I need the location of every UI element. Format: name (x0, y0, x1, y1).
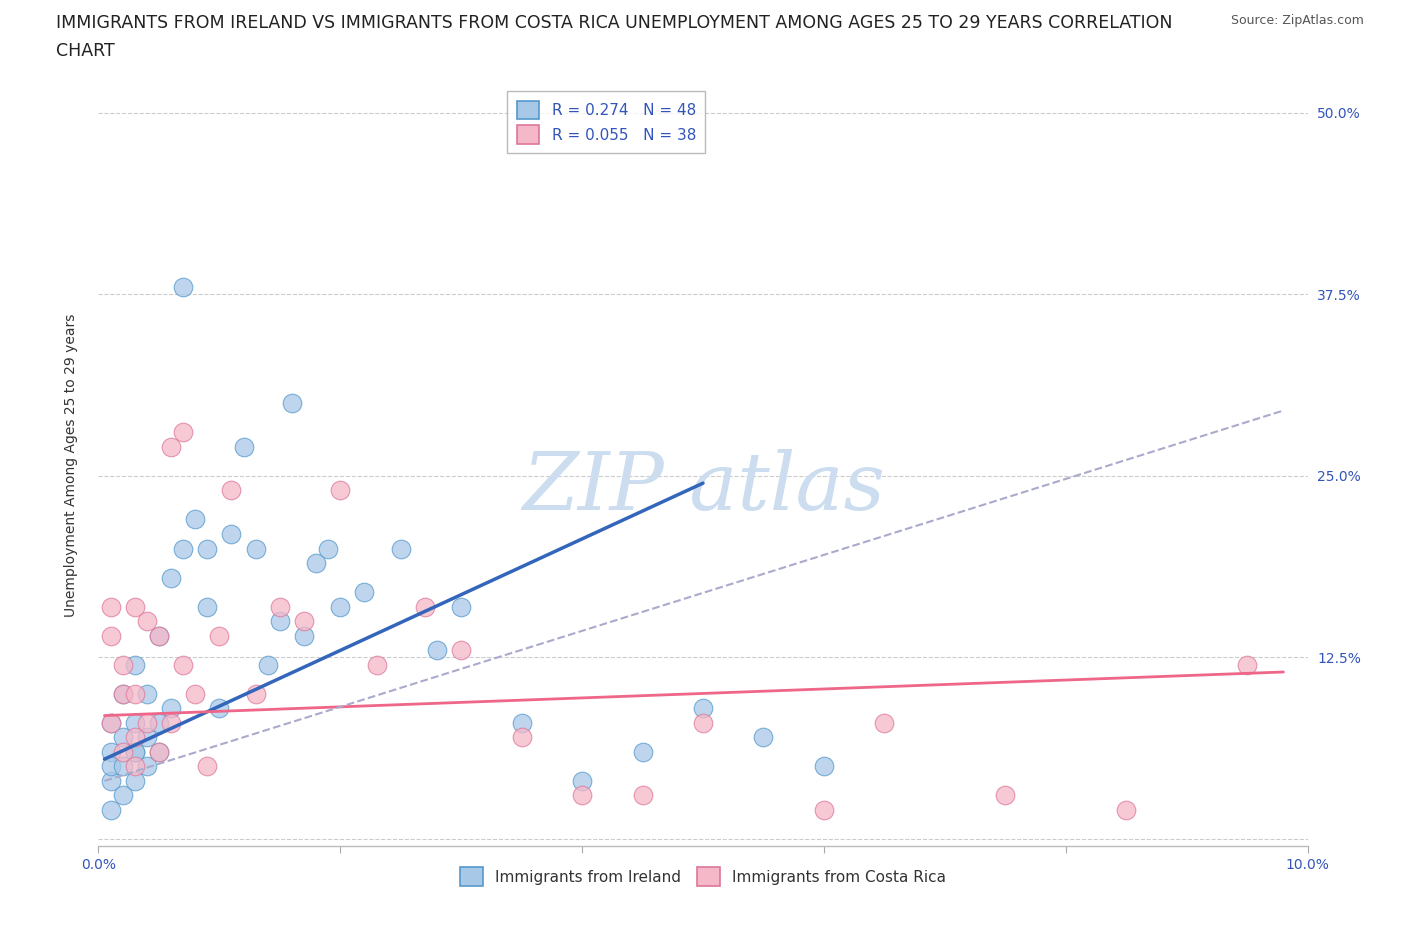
Point (232, 439, 254, 454)
Point (124, 744, 146, 759)
Point (111, 658, 134, 672)
Point (124, 599, 146, 614)
Point (1115, 803, 1137, 817)
Point (571, 774, 593, 789)
Point (100, 803, 122, 817)
Point (450, 643, 472, 658)
Point (256, 658, 278, 672)
Point (100, 599, 122, 614)
Point (281, 396, 304, 411)
Point (160, 715, 183, 730)
Point (111, 788, 134, 803)
Point (245, 541, 267, 556)
Point (510, 715, 533, 730)
Point (124, 759, 146, 774)
Text: CHART: CHART (56, 42, 115, 60)
Text: ZIP atlas: ZIP atlas (522, 449, 884, 526)
Point (100, 774, 122, 789)
Point (111, 686, 134, 701)
Point (316, 541, 339, 556)
Point (994, 788, 1017, 803)
Point (100, 744, 122, 759)
Point (148, 744, 170, 759)
Point (571, 788, 593, 803)
Point (813, 759, 835, 774)
Point (148, 629, 170, 644)
Point (195, 759, 218, 774)
Y-axis label: Unemployment Among Ages 25 to 29 years: Unemployment Among Ages 25 to 29 years (63, 313, 77, 617)
Point (124, 686, 146, 701)
Point (221, 526, 243, 541)
Point (221, 483, 243, 498)
Point (208, 629, 231, 644)
Point (292, 629, 315, 644)
Point (111, 759, 134, 774)
Point (329, 483, 352, 498)
Point (752, 730, 775, 745)
Point (184, 686, 207, 701)
Point (135, 715, 157, 730)
Legend: Immigrants from Ireland, Immigrants from Costa Rica: Immigrants from Ireland, Immigrants from… (454, 861, 952, 892)
Point (172, 658, 194, 672)
Point (269, 599, 291, 614)
Point (426, 643, 449, 658)
Point (111, 730, 134, 745)
Point (135, 614, 157, 629)
Point (366, 658, 388, 672)
Point (135, 759, 157, 774)
Point (172, 425, 194, 440)
Text: Source: ZipAtlas.com: Source: ZipAtlas.com (1230, 14, 1364, 27)
Point (100, 715, 122, 730)
Point (245, 686, 267, 701)
Point (124, 658, 146, 672)
Point (172, 541, 194, 556)
Point (510, 730, 533, 745)
Point (692, 715, 714, 730)
Point (148, 629, 170, 644)
Point (111, 744, 134, 759)
Point (329, 599, 352, 614)
Point (160, 701, 183, 716)
Point (1236, 658, 1258, 672)
Point (269, 614, 291, 629)
Point (305, 555, 328, 570)
Point (353, 585, 375, 600)
Point (873, 715, 896, 730)
Point (148, 715, 170, 730)
Point (135, 686, 157, 701)
Point (450, 599, 472, 614)
Point (184, 512, 207, 527)
Point (160, 570, 183, 585)
Point (124, 744, 146, 759)
Point (124, 715, 146, 730)
Point (631, 788, 654, 803)
Point (195, 541, 218, 556)
Point (111, 686, 134, 701)
Point (100, 715, 122, 730)
Point (100, 759, 122, 774)
Point (195, 599, 218, 614)
Point (100, 629, 122, 644)
Point (692, 701, 714, 716)
Point (135, 730, 157, 745)
Point (172, 280, 194, 295)
Point (813, 803, 835, 817)
Point (413, 599, 436, 614)
Point (124, 730, 146, 745)
Point (160, 439, 183, 454)
Point (124, 774, 146, 789)
Point (148, 744, 170, 759)
Text: IMMIGRANTS FROM IRELAND VS IMMIGRANTS FROM COSTA RICA UNEMPLOYMENT AMONG AGES 25: IMMIGRANTS FROM IRELAND VS IMMIGRANTS FR… (56, 14, 1173, 32)
Point (389, 541, 412, 556)
Point (292, 614, 315, 629)
Point (208, 701, 231, 716)
Point (631, 744, 654, 759)
